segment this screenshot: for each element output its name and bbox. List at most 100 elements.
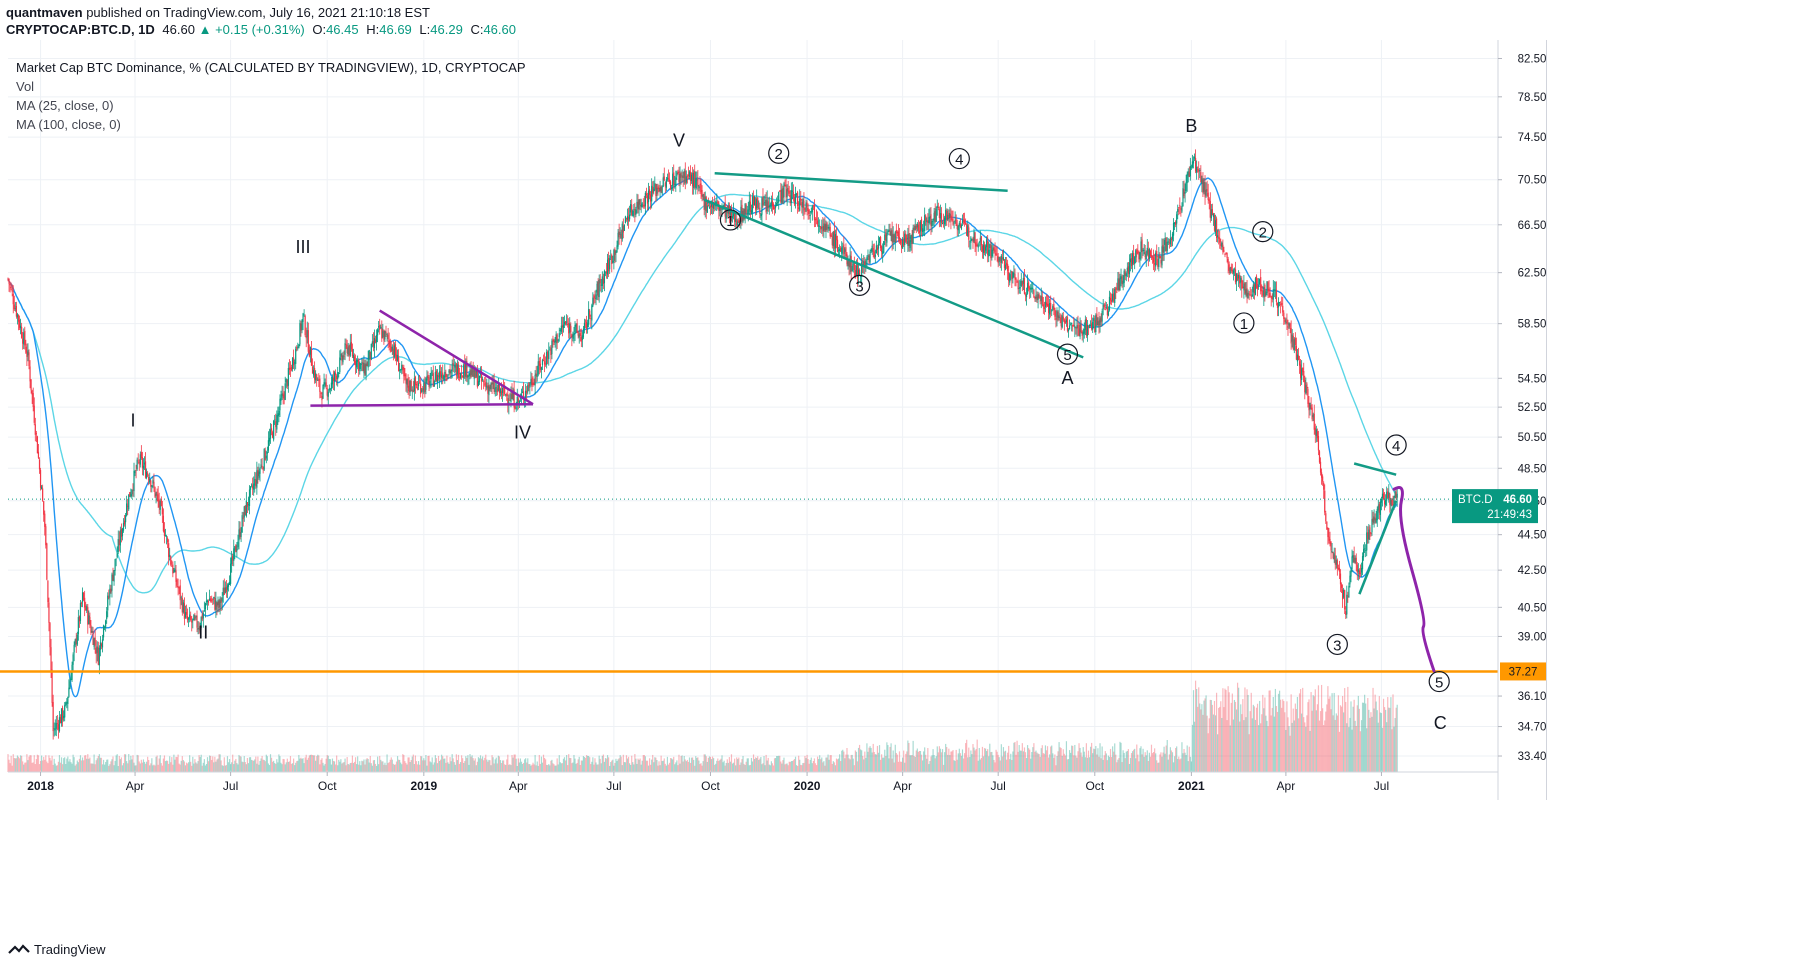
volume-bar [495, 757, 497, 772]
candle-body [1351, 556, 1353, 569]
candle-body [702, 194, 704, 197]
volume-bar [226, 756, 229, 772]
volume-bar [469, 754, 471, 772]
legend-ma25[interactable]: MA (25, close, 0) [16, 98, 114, 113]
volume-bar [540, 756, 543, 772]
candle-body [1039, 300, 1041, 302]
candle-body [14, 308, 16, 310]
volume-bar [122, 763, 125, 772]
volume-bar [684, 759, 686, 772]
volume-bar [379, 755, 381, 772]
candle-body [935, 208, 937, 222]
footer-brand[interactable]: TradingView [34, 942, 106, 957]
volume-bar [761, 764, 763, 772]
candle-body [1130, 258, 1133, 266]
candle-body [636, 202, 638, 208]
candle-body [370, 343, 372, 360]
candle-body [680, 173, 682, 178]
volume-bar [994, 762, 996, 772]
volume-bar [1392, 694, 1394, 772]
candle-body [1098, 320, 1100, 326]
circled-wave-label: 5 [1063, 347, 1071, 364]
candle-body [474, 367, 476, 378]
volume-bar [54, 763, 56, 772]
volume-bar [504, 764, 506, 772]
candle-body [933, 212, 935, 221]
volume-bar [29, 755, 31, 772]
candle-body [199, 626, 201, 631]
candle-body [302, 313, 304, 322]
candle-body [445, 374, 447, 377]
volume-bar [1077, 751, 1079, 772]
volume-bar [15, 758, 18, 772]
volume-bar [1319, 711, 1322, 772]
volume-bar [21, 755, 23, 772]
candle-body [888, 229, 890, 232]
volume-bar [461, 755, 463, 772]
volume-bar [875, 754, 877, 772]
candle-body [1234, 269, 1237, 283]
volume-bar [870, 747, 872, 772]
author-name[interactable]: quantmaven [6, 5, 83, 20]
volume-bar [1032, 747, 1034, 772]
volume-bar [602, 754, 604, 772]
volume-bar [385, 765, 387, 772]
candle-body [42, 488, 44, 501]
volume-bar [285, 762, 287, 772]
low-label: L: [419, 22, 431, 37]
legend-ma100[interactable]: MA (100, close, 0) [16, 117, 121, 132]
volume-bar [847, 754, 849, 772]
candle-body [469, 369, 471, 376]
volume-bar [652, 754, 654, 772]
volume-bar [330, 764, 333, 772]
candle-body [202, 613, 204, 619]
candle-body [541, 360, 544, 365]
candle-body [385, 331, 387, 334]
candle-body [924, 215, 926, 232]
candle-body [629, 214, 631, 220]
legend-title[interactable]: Market Cap BTC Dominance, % (CALCULATED … [16, 60, 526, 75]
volume-bar [1043, 753, 1045, 772]
candle-body [248, 489, 251, 506]
volume-bar [587, 755, 589, 772]
candle-body [517, 398, 519, 402]
volume-bar [758, 759, 760, 772]
volume-bar [404, 761, 406, 772]
volume-bar [1045, 750, 1048, 772]
candle-body [1248, 293, 1250, 295]
candle-body [960, 225, 963, 229]
volume-bar [10, 755, 12, 772]
volume-bar [1053, 757, 1055, 772]
candle-body [1251, 294, 1253, 297]
candle-body [185, 612, 188, 615]
volume-bar [510, 765, 512, 772]
volume-bar [331, 758, 334, 772]
candle-body [1364, 548, 1366, 550]
candle-body [1094, 320, 1096, 333]
volume-bar [929, 760, 931, 772]
candle-body [90, 625, 92, 633]
publish-line: quantmaven published on TradingView.com,… [6, 4, 516, 21]
candle-body [977, 244, 979, 248]
candle-body [531, 377, 533, 386]
candle-body [286, 380, 288, 387]
candle-body [656, 187, 658, 194]
volume-bar [237, 764, 239, 772]
legend-vol[interactable]: Vol [16, 79, 35, 94]
candle-body [1350, 569, 1352, 577]
volume-bar [293, 758, 295, 772]
candle-body [34, 424, 36, 435]
candle-body [8, 278, 10, 284]
candle-body [1150, 255, 1153, 258]
volume-bar [904, 762, 906, 772]
candle-body [630, 204, 632, 213]
candle-body [1331, 551, 1333, 553]
volume-bar [1214, 715, 1217, 772]
candle-body [23, 332, 25, 345]
volume-bar [939, 748, 942, 772]
volume-bar [580, 760, 582, 772]
volume-bar [408, 757, 410, 772]
candle-body [378, 326, 380, 328]
candle-body [631, 204, 633, 215]
